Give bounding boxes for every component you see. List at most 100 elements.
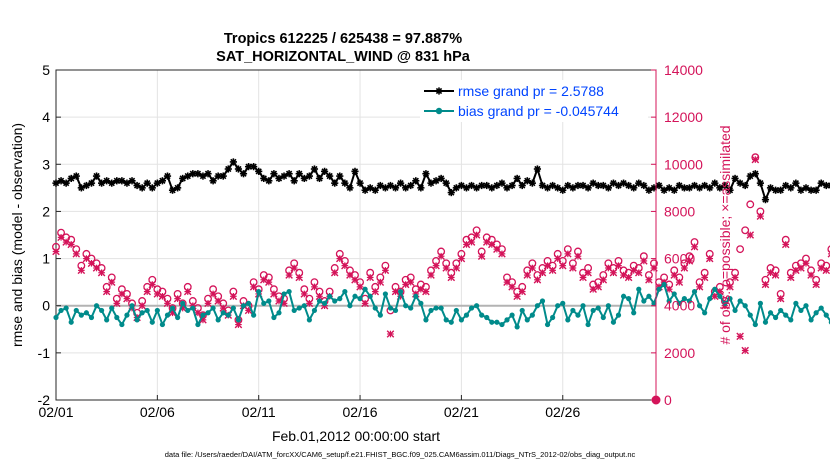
x-stroke <box>827 250 830 254</box>
chart-title: Tropics 612225 / 625438 = 97.887% <box>224 31 462 47</box>
star-core <box>824 183 829 188</box>
obs-assimilated-point <box>173 294 182 303</box>
bias-point <box>524 317 530 323</box>
rmse-point <box>92 172 101 180</box>
star-core <box>287 171 291 176</box>
obs-assimilated-point <box>371 287 380 296</box>
obs-assimilated-point <box>574 252 582 261</box>
bias-point <box>767 310 774 316</box>
star-core <box>794 181 798 185</box>
star-core <box>616 183 621 188</box>
star-core <box>312 167 317 171</box>
star-core <box>763 197 768 202</box>
obs-assimilated-point <box>609 268 618 277</box>
rmse-point <box>270 170 278 178</box>
bias-point <box>702 310 708 316</box>
star-core <box>550 183 555 188</box>
obs-assimilated-point <box>219 304 228 312</box>
star-core <box>621 181 626 185</box>
bias-point <box>813 310 819 316</box>
rmse-point <box>574 181 582 190</box>
star-core <box>373 188 378 193</box>
rmse-point <box>701 181 709 190</box>
rmse-point <box>265 177 273 185</box>
bias-point <box>691 288 698 295</box>
star-core <box>606 186 611 190</box>
bias-point <box>681 296 687 302</box>
obs-assimilated-point <box>675 278 684 286</box>
obs-assimilated-point <box>356 283 364 291</box>
bias-point <box>215 317 221 323</box>
bias-point <box>575 312 581 318</box>
obs-assimilated-point <box>746 231 755 239</box>
obs-assimilated-point <box>102 287 111 296</box>
obs-assimilated-point <box>77 266 86 275</box>
star-core <box>682 186 687 190</box>
obs-assimilated-point <box>123 294 131 303</box>
bias-point <box>68 319 74 325</box>
obs-assimilated-point <box>776 294 785 303</box>
bias-point <box>747 312 753 318</box>
bias-point <box>347 303 353 309</box>
obs-assimilated-point <box>553 254 562 263</box>
bias-point <box>504 317 510 323</box>
bias-point <box>124 312 130 318</box>
legend-rmse-label: rmse grand pr = 2.5788 <box>458 83 604 99</box>
rmse-point <box>741 181 749 190</box>
star-core <box>64 181 68 185</box>
obs-assimilated-point <box>432 261 440 270</box>
star-core <box>647 188 651 193</box>
star-core <box>378 183 383 188</box>
star-core <box>712 181 717 185</box>
rmse-point <box>513 174 521 183</box>
rmse-point <box>315 174 324 183</box>
bias-point <box>73 307 79 314</box>
obs-assimilated-point <box>538 268 547 277</box>
star-core <box>611 181 616 185</box>
star-core <box>464 186 469 190</box>
rmse-point <box>234 165 243 173</box>
star-core <box>297 171 302 176</box>
bias-point <box>180 300 186 306</box>
star-core <box>809 188 813 193</box>
star-core <box>140 186 144 190</box>
bias-point <box>256 288 262 295</box>
bias-point <box>544 321 551 328</box>
star-core <box>728 188 732 193</box>
star-core <box>221 174 226 178</box>
star-core <box>109 181 114 185</box>
star-core <box>449 190 454 195</box>
rmse-point <box>320 167 329 175</box>
obs-assimilated-point <box>751 155 760 164</box>
bias-point <box>474 303 480 309</box>
bias-point <box>266 298 272 304</box>
bias-point <box>53 314 59 321</box>
obs-assimilated-point <box>584 268 592 277</box>
obs-assimilated-point <box>427 271 435 279</box>
bias-point <box>798 307 804 314</box>
bias-point <box>230 305 236 311</box>
obs-assimilated-point <box>528 264 537 272</box>
star-core <box>231 160 236 164</box>
star-core <box>748 174 753 178</box>
bias-point <box>337 296 343 302</box>
obs-assimilated-point <box>422 287 430 296</box>
y-axis-left: -2 -1 0 1 2 3 4 5 <box>38 62 61 408</box>
star-core <box>104 178 109 183</box>
obs-assimilated-point <box>797 264 805 272</box>
obs-assimilated-point <box>564 250 572 258</box>
obs-assimilated-point <box>330 268 339 277</box>
star-core <box>383 186 388 190</box>
rmse-point <box>326 172 334 180</box>
star-core <box>505 186 509 190</box>
rmse-point <box>381 184 389 192</box>
legend-bias-marker <box>435 107 443 115</box>
star-core <box>74 174 79 178</box>
obs-assimilated-point <box>158 292 167 301</box>
rmse-point <box>87 179 96 187</box>
bias-point <box>114 314 120 321</box>
rmse-point <box>371 186 379 194</box>
bias-point <box>803 303 809 309</box>
bias-point <box>727 296 733 302</box>
